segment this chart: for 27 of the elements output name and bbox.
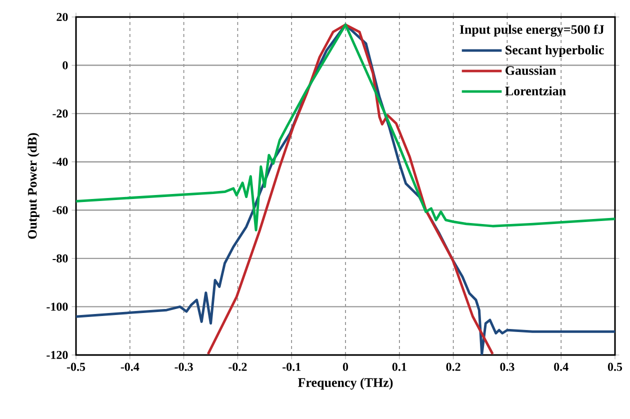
y-tick-label: -80 (52, 254, 68, 262)
y-tick-label: -60 (52, 206, 68, 214)
x-tick-label: 0 (342, 362, 348, 371)
y-tick-label: -100 (46, 302, 68, 311)
y-axis-title: Output Power (dB) (28, 133, 40, 239)
x-tick-label: -0.2 (228, 362, 247, 371)
y-tick-label: -40 (52, 158, 68, 166)
x-tick-label: 0.2 (446, 362, 460, 371)
x-tick-label: 0.5 (608, 362, 622, 371)
y-tick-label: -120 (46, 350, 68, 360)
x-tick-label: -0.5 (66, 362, 86, 371)
x-tick-label: 0.4 (554, 362, 568, 371)
x-tick-label: 0.1 (392, 362, 406, 371)
legend-label: Lorentzian (505, 86, 566, 96)
y-tick-label: 20 (56, 12, 68, 22)
line-series (206, 23, 494, 355)
x-tick-label: -0.1 (282, 362, 300, 371)
line-series (76, 23, 615, 232)
y-tick-label: 0 (62, 61, 68, 70)
legend-label: Gaussian (506, 66, 556, 75)
x-tick-label: -0.3 (174, 362, 193, 371)
x-axis-title: Frequency (THz) (298, 378, 393, 390)
legend-title: Input pulse energy=500 fJ (460, 24, 604, 37)
legend-label: Secant hyperbolic (506, 45, 604, 58)
x-tick-label: -0.4 (120, 362, 140, 371)
y-tick-label: -20 (52, 110, 68, 118)
x-tick-label: 0.3 (500, 362, 514, 371)
